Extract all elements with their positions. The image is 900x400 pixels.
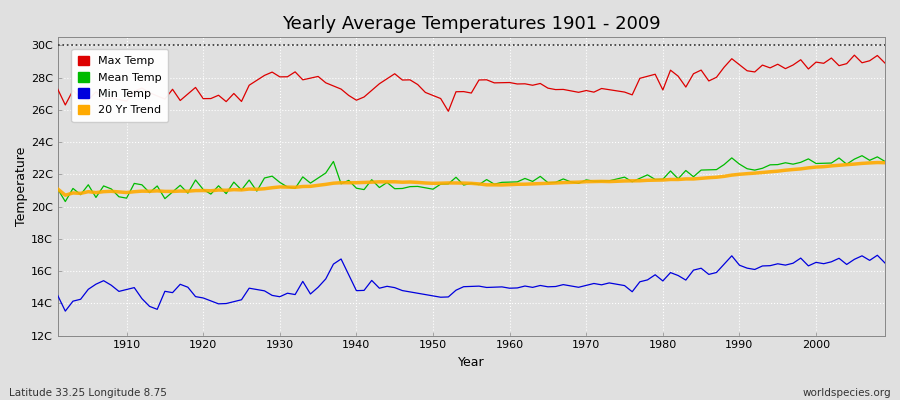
Legend: Max Temp, Mean Temp, Min Temp, 20 Yr Trend: Max Temp, Mean Temp, Min Temp, 20 Yr Tre…: [71, 49, 168, 122]
Title: Yearly Average Temperatures 1901 - 2009: Yearly Average Temperatures 1901 - 2009: [282, 15, 661, 33]
Text: worldspecies.org: worldspecies.org: [803, 388, 891, 398]
X-axis label: Year: Year: [458, 356, 484, 369]
Y-axis label: Temperature: Temperature: [15, 147, 28, 226]
Text: Latitude 33.25 Longitude 8.75: Latitude 33.25 Longitude 8.75: [9, 388, 166, 398]
